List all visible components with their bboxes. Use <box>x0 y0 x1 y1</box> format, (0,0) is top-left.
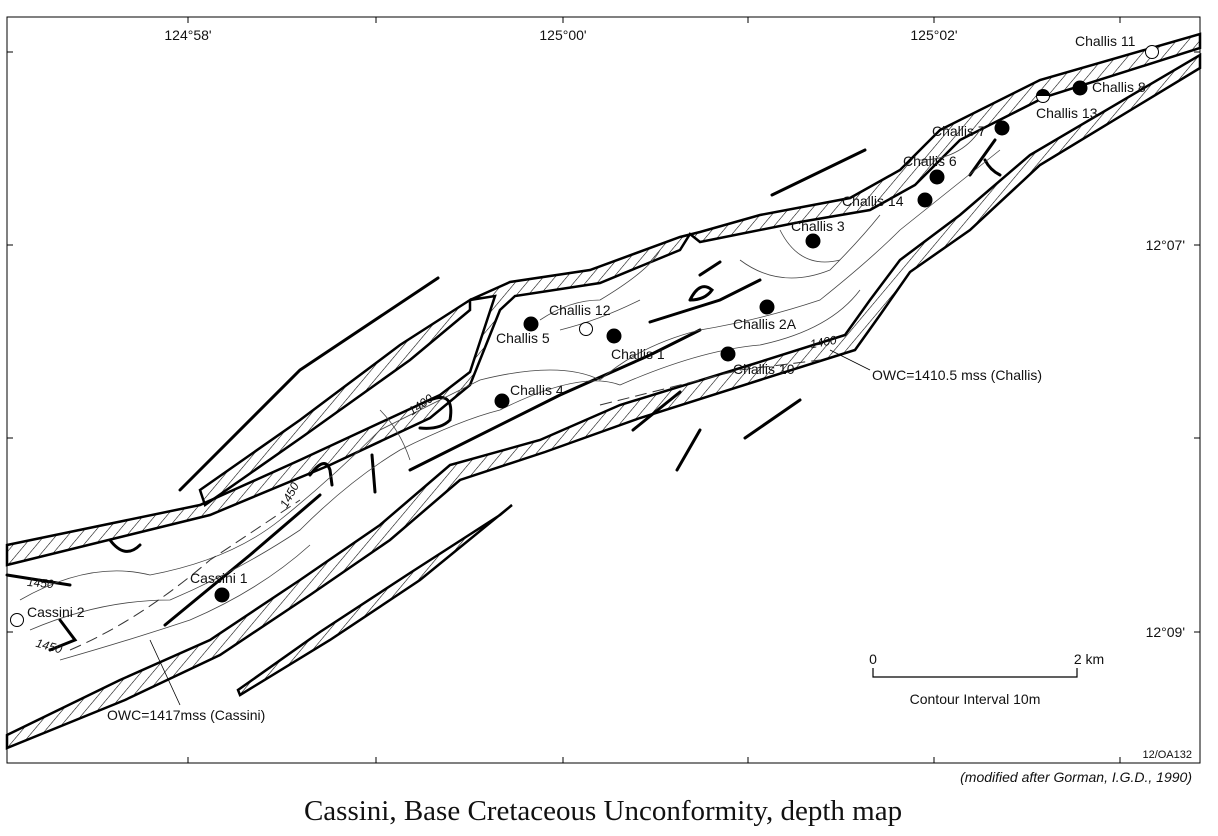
contour-line <box>29 289 861 631</box>
well-label: Challis 12 <box>549 302 611 318</box>
hatched-fault-band <box>5 32 1202 567</box>
well-label: Challis 14 <box>842 193 904 209</box>
fault <box>408 328 702 472</box>
hatched-fault-band <box>236 504 513 697</box>
fault <box>178 276 440 492</box>
well-symbol <box>994 120 1010 136</box>
owc-annotation: OWC=1417mss (Cassini) <box>107 707 265 723</box>
figure-id: 12/OA132 <box>1142 749 1192 761</box>
well-symbol <box>929 169 945 185</box>
well-symbol <box>494 393 510 409</box>
credit: (modified after Gorman, I.G.D., 1990) <box>960 769 1192 785</box>
contour-label: 1400 <box>809 333 838 351</box>
scale-bar <box>872 668 1078 678</box>
owc-annotation: OWC=1410.5 mss (Challis) <box>872 367 1042 383</box>
fault <box>418 396 453 430</box>
well-label: Cassini 2 <box>27 604 85 620</box>
fault <box>743 398 802 440</box>
fault <box>770 148 867 197</box>
longitude-label: 124°58' <box>164 27 211 43</box>
well-symbol <box>606 328 622 344</box>
fault <box>5 538 142 652</box>
scale-end: 2 km <box>1074 651 1104 667</box>
well-symbol <box>1072 80 1088 96</box>
well-symbol <box>523 316 539 332</box>
well-label: Cassini 1 <box>190 570 248 586</box>
well-symbol <box>579 322 593 336</box>
well-label: Challis 3 <box>791 218 845 234</box>
fault <box>631 390 682 432</box>
well-symbol <box>10 613 24 627</box>
longitude-label: 125°00' <box>539 27 586 43</box>
fault <box>675 428 702 472</box>
fault <box>968 138 1002 177</box>
well-label: Challis 1 <box>611 346 665 362</box>
contour-line <box>19 149 1001 601</box>
well-label: Challis 7 <box>932 123 986 139</box>
fault <box>648 278 762 324</box>
latitude-label: 12°07' <box>1146 237 1185 253</box>
contour-interval: Contour Interval 10m <box>910 691 1041 707</box>
contour-line <box>59 214 881 661</box>
well-label: Challis 13 <box>1036 105 1098 121</box>
frame-ticks <box>7 17 1200 763</box>
fault <box>163 493 322 627</box>
well-label: Challis 4 <box>510 382 564 398</box>
contour-label: 1450 <box>34 636 64 657</box>
contour-line <box>379 129 981 461</box>
well-symbol <box>214 587 230 603</box>
hatched-fault-band <box>198 297 472 507</box>
well-label: Challis 8 <box>1092 79 1146 95</box>
leader-line <box>149 639 181 706</box>
well-symbol <box>917 192 933 208</box>
well-label: Challis 2A <box>733 316 797 332</box>
contour-label: 1450 <box>26 575 54 591</box>
well-symbol <box>720 346 736 362</box>
well-label: Challis 6 <box>903 153 957 169</box>
longitude-label: 125°02' <box>910 27 957 43</box>
well-label: Challis 10 <box>733 361 795 377</box>
fault <box>688 260 722 302</box>
fault <box>308 453 377 494</box>
well-label: Challis 5 <box>496 330 550 346</box>
well-symbol <box>759 299 775 315</box>
map-frame <box>6 16 1201 764</box>
scale-start: 0 <box>869 651 877 667</box>
well-symbol <box>1036 89 1050 96</box>
well-symbol <box>805 233 821 249</box>
hatched-fault-band <box>5 52 1202 750</box>
well-symbol <box>1145 45 1159 59</box>
leader-line <box>829 349 871 371</box>
well-label: Challis 11 <box>1075 33 1136 49</box>
latitude-label: 12°09' <box>1146 624 1185 640</box>
caption: Cassini, Base Cretaceous Unconformity, d… <box>304 795 902 827</box>
owc-line <box>69 359 821 651</box>
